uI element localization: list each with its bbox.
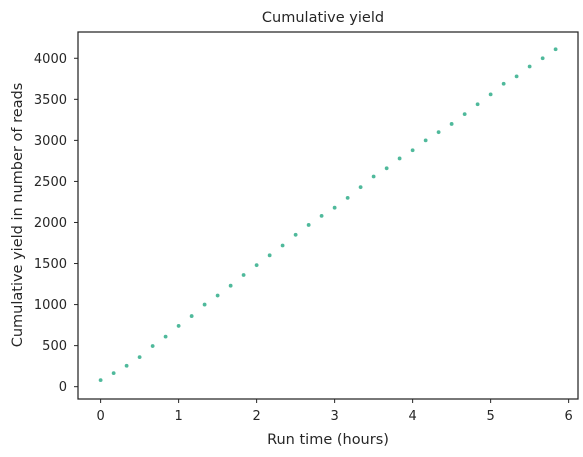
data-point — [462, 112, 467, 116]
data-point — [553, 47, 558, 52]
data-point — [293, 232, 298, 237]
x-tick-label: 0 — [96, 409, 104, 424]
data-point — [488, 92, 493, 97]
data-point — [475, 102, 480, 107]
y-tick-label: 3500 — [34, 93, 67, 108]
y-tick-label: 4000 — [34, 52, 67, 67]
data-point — [358, 185, 363, 190]
data-point — [267, 253, 272, 258]
y-tick-label: 2000 — [34, 216, 67, 231]
x-tick-label: 1 — [174, 409, 182, 424]
y-tick-label: 0 — [59, 380, 67, 395]
x-axis-title: Run time (hours) — [267, 432, 389, 448]
data-point — [436, 130, 441, 135]
data-point — [254, 263, 259, 268]
data-point — [423, 138, 428, 143]
data-point — [371, 174, 376, 179]
y-axis-ticks: 0 500 1000 1500 2000 2500 3000 3500 4000 — [34, 52, 78, 395]
data-point — [345, 195, 350, 200]
data-point — [189, 314, 194, 318]
data-point — [384, 166, 389, 171]
data-point — [332, 205, 337, 210]
data-point — [228, 283, 233, 288]
data-point — [319, 214, 324, 218]
data-point — [176, 324, 181, 328]
y-tick-label: 3000 — [34, 134, 67, 149]
data-point — [501, 81, 506, 86]
x-tick-label: 6 — [564, 409, 572, 424]
data-point — [306, 223, 311, 227]
data-point — [137, 355, 142, 360]
y-tick-label: 1500 — [34, 257, 67, 272]
data-point — [527, 64, 532, 69]
plot-frame — [77, 31, 579, 400]
chart-title: Cumulative yield — [262, 10, 384, 26]
data-point — [111, 371, 116, 376]
data-point — [410, 148, 415, 153]
data-point — [215, 293, 220, 298]
data-points — [98, 47, 558, 383]
y-axis-title: Cumulative yield in number of reads — [10, 83, 26, 348]
x-axis-ticks: 0 1 2 3 4 5 6 — [96, 399, 573, 424]
data-point — [514, 74, 519, 79]
data-point — [202, 302, 207, 307]
x-tick-label: 2 — [252, 409, 260, 424]
data-point — [150, 344, 155, 348]
y-tick-label: 1000 — [34, 298, 67, 313]
x-tick-label: 4 — [408, 409, 416, 424]
y-tick-label: 500 — [42, 339, 67, 354]
data-point — [449, 122, 454, 126]
data-point — [163, 334, 168, 339]
data-point — [241, 273, 246, 277]
data-point — [540, 56, 545, 61]
data-point — [98, 378, 103, 383]
data-point — [124, 363, 129, 368]
x-tick-label: 3 — [330, 409, 338, 424]
data-point — [397, 156, 402, 161]
x-tick-label: 5 — [486, 409, 494, 424]
y-tick-label: 2500 — [34, 175, 67, 190]
data-point — [280, 243, 285, 248]
